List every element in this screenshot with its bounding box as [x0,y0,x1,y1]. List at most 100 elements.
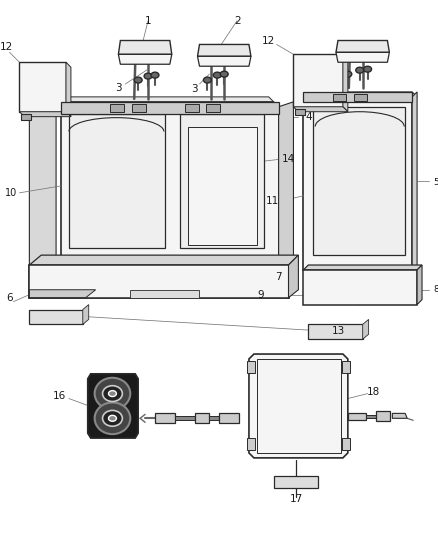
Polygon shape [417,265,422,304]
Ellipse shape [109,415,117,421]
Polygon shape [29,310,83,325]
Ellipse shape [344,71,352,77]
Polygon shape [198,56,251,66]
Polygon shape [19,112,71,117]
Polygon shape [363,319,369,339]
Polygon shape [304,270,417,304]
Polygon shape [29,255,298,265]
Bar [247,361,255,373]
Ellipse shape [102,410,122,426]
Polygon shape [293,107,348,112]
Polygon shape [249,354,348,458]
Bar [333,94,346,101]
Bar [257,359,341,453]
Polygon shape [219,414,239,423]
Ellipse shape [134,77,142,83]
Ellipse shape [213,72,221,78]
Polygon shape [313,107,405,255]
Polygon shape [83,304,89,325]
Ellipse shape [95,402,130,434]
Bar [206,104,220,112]
Bar [185,104,198,112]
Polygon shape [187,126,257,245]
Text: 4: 4 [305,111,311,122]
Polygon shape [130,290,199,297]
Polygon shape [19,62,66,112]
Polygon shape [304,97,412,270]
Polygon shape [289,255,298,297]
Polygon shape [155,414,175,423]
Text: 14: 14 [282,154,295,164]
Bar [247,438,255,450]
Ellipse shape [297,109,304,115]
Polygon shape [375,411,390,421]
Bar [110,104,124,112]
Text: 17: 17 [290,495,303,504]
Ellipse shape [144,73,152,79]
Ellipse shape [312,327,320,335]
Text: 2: 2 [234,15,240,26]
Polygon shape [194,414,209,423]
Polygon shape [21,114,32,119]
Polygon shape [29,265,289,297]
Polygon shape [336,41,389,52]
Text: 10: 10 [4,188,17,198]
Polygon shape [118,54,172,64]
Text: 5: 5 [433,179,438,188]
Ellipse shape [203,77,212,83]
Bar [342,361,350,373]
Ellipse shape [109,391,117,397]
Bar [61,102,279,114]
Polygon shape [274,475,318,488]
Polygon shape [412,92,417,270]
Ellipse shape [32,312,40,320]
Polygon shape [61,107,279,265]
Text: 11: 11 [266,196,279,206]
Ellipse shape [356,67,364,73]
Ellipse shape [22,114,30,119]
Bar [132,104,146,112]
Polygon shape [308,325,363,339]
Text: 6: 6 [6,293,13,303]
Text: 16: 16 [53,391,66,401]
Polygon shape [180,114,264,248]
Polygon shape [348,414,366,421]
Polygon shape [336,52,389,62]
Polygon shape [56,102,279,107]
Ellipse shape [220,71,228,77]
Text: 13: 13 [331,326,345,336]
Polygon shape [118,41,172,54]
Polygon shape [392,414,407,418]
Text: 12: 12 [262,36,276,45]
Polygon shape [304,265,422,270]
Text: 9: 9 [258,290,264,300]
Ellipse shape [151,72,159,78]
Polygon shape [56,97,274,102]
Polygon shape [366,415,375,418]
Polygon shape [29,290,95,297]
Polygon shape [69,114,165,248]
Text: 12: 12 [0,43,13,52]
Ellipse shape [102,386,122,401]
Polygon shape [293,54,343,107]
Text: 8: 8 [433,285,438,294]
Text: 3: 3 [191,84,198,94]
Polygon shape [279,102,293,265]
Text: 18: 18 [367,386,380,397]
Polygon shape [175,416,194,421]
Polygon shape [295,109,305,115]
Text: 7: 7 [276,272,282,282]
Polygon shape [209,416,219,421]
Polygon shape [304,92,417,97]
Bar [354,94,367,101]
Polygon shape [66,62,71,117]
Bar [342,438,350,450]
Polygon shape [198,44,251,56]
Polygon shape [88,374,138,438]
Ellipse shape [364,66,371,72]
Polygon shape [29,97,56,265]
Bar [304,92,412,102]
Ellipse shape [95,378,130,409]
Text: 1: 1 [145,15,152,26]
Polygon shape [343,54,348,112]
